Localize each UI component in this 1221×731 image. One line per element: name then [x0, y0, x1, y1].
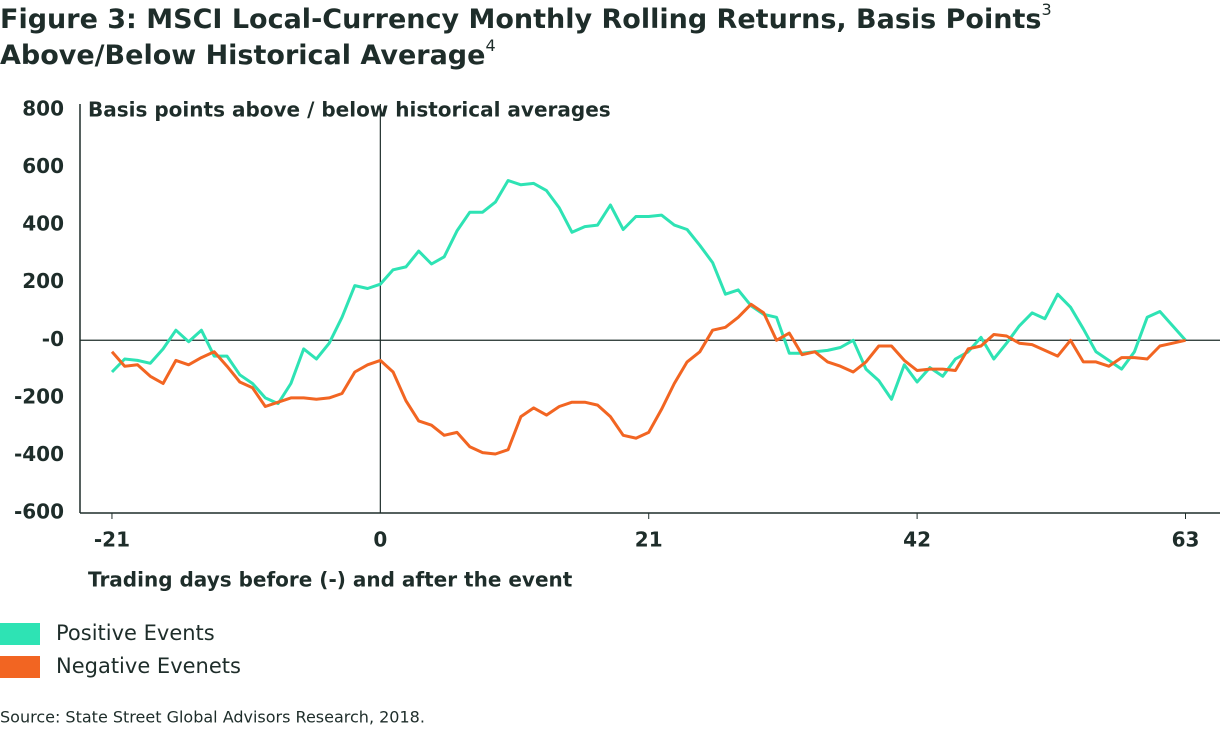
series-line: [110, 179, 1187, 406]
y-axis-label: Basis points above / below historical av…: [88, 98, 611, 122]
subtitle-footnote: 4: [485, 36, 495, 55]
legend-swatch: [0, 623, 40, 645]
x-tick-label: 0: [373, 528, 387, 552]
chart-title-line: Figure 3: MSCI Local-Currency Monthly Ro…: [0, 0, 1052, 35]
x-tick-label: 21: [635, 528, 663, 552]
legend-swatch: [0, 656, 40, 678]
x-tick-label: 42: [903, 528, 931, 552]
y-tick-label: 200: [22, 269, 64, 293]
y-tick-label: -200: [14, 384, 64, 408]
chart-subtitle-line: Above/Below Historical Average4: [0, 36, 496, 71]
y-tick-label: -400: [14, 442, 64, 466]
y-tick-label: 400: [22, 212, 64, 236]
x-tick-label: 63: [1172, 528, 1200, 552]
y-tick-label: 800: [22, 97, 64, 121]
legend-label: Positive Events: [56, 621, 215, 645]
y-tick-label: -600: [14, 500, 64, 524]
y-tick-label: -0: [42, 327, 64, 351]
y-tick-label: 600: [22, 154, 64, 178]
x-tick-label: -21: [94, 528, 130, 552]
chart-title: Figure 3: MSCI Local-Currency Monthly Ro…: [0, 4, 1041, 35]
series-line: [110, 302, 1186, 456]
source: Source: State Street Global Advisors Res…: [0, 708, 425, 727]
legend-label: Negative Evenets: [56, 654, 241, 678]
x-axis-label: Trading days before (-) and after the ev…: [88, 568, 573, 592]
title-footnote: 3: [1041, 0, 1051, 19]
chart-subtitle: Above/Below Historical Average: [0, 40, 485, 71]
